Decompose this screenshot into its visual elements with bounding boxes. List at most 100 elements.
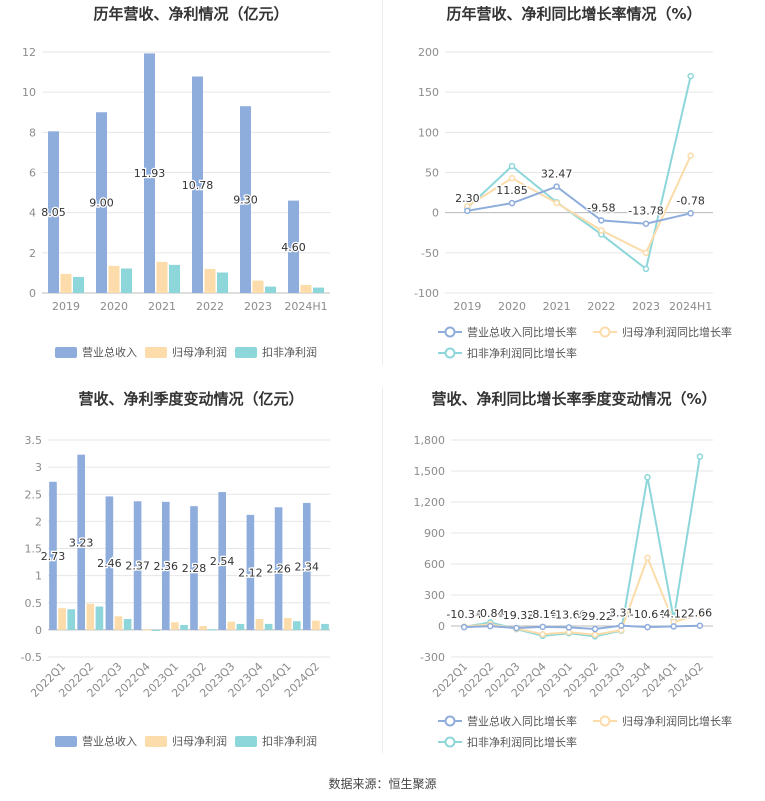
bar-deducted-profit	[264, 623, 273, 630]
x-tick-label: 2022	[196, 300, 224, 313]
y-tick-label: 1	[35, 570, 42, 583]
bar-revenue	[96, 112, 107, 293]
x-tick-label: 2023	[244, 300, 272, 313]
bar-deducted-profit	[67, 609, 76, 630]
y-tick-label: 0	[29, 287, 36, 300]
x-tick-label: 2021	[543, 300, 571, 313]
y-tick-label: -100	[414, 287, 439, 300]
bar-deducted-profit	[169, 264, 180, 293]
legend-label: 营业总收入同比增长率	[467, 714, 577, 728]
series-point	[644, 623, 651, 631]
data-label: 2.54	[210, 555, 235, 568]
legend-marker	[599, 326, 611, 338]
series-point	[598, 217, 605, 224]
data-label: 2.34	[295, 560, 320, 573]
series-line	[467, 185, 691, 225]
data-label: 8.05	[41, 206, 66, 219]
legend-label: 营业总收入同比增长率	[467, 325, 577, 339]
bar-revenue	[288, 200, 299, 293]
data-label: -13.69	[551, 608, 586, 621]
data-label: -0.78	[676, 194, 704, 207]
y-tick-label: 0	[438, 620, 445, 633]
bar-net-profit	[60, 273, 72, 293]
bar-deducted-profit	[293, 621, 301, 630]
y-tick-label: 600	[424, 558, 445, 571]
series-point	[618, 622, 625, 629]
bar-revenue	[144, 53, 155, 293]
data-label: 9.30	[233, 194, 258, 207]
series-point	[687, 210, 694, 217]
bar-deducted-profit	[265, 286, 276, 293]
bar-deducted-profit	[95, 606, 104, 630]
y-tick-label: 1,200	[414, 496, 446, 509]
series-point	[696, 622, 704, 629]
y-tick-label: 300	[424, 589, 445, 602]
y-tick-label: 1,800	[414, 434, 446, 447]
series-point	[642, 265, 650, 273]
x-tick-label: 2022	[587, 300, 615, 313]
legend-label: 扣非净利润	[262, 734, 317, 748]
chart-title: 营收、净利同比增长率季度变动情况（%）	[431, 390, 716, 408]
data-label: 2.73	[41, 550, 66, 563]
data-label: 11.93	[134, 167, 166, 180]
legend-swatch	[145, 736, 167, 747]
bar-revenue	[240, 106, 251, 293]
y-tick-label: 2	[35, 515, 42, 528]
series-point	[644, 554, 651, 562]
chart-title: 历年营收、净利情况（亿元）	[93, 5, 288, 23]
series-point	[642, 249, 650, 257]
legend-swatch	[55, 347, 77, 358]
legend-label: 扣非净利润	[262, 345, 317, 359]
legend-label: 营业总收入	[82, 734, 137, 748]
legend-label: 归母净利润同比增长率	[622, 325, 732, 339]
data-label: 2.37	[125, 560, 150, 573]
data-label: 2.30	[455, 192, 480, 205]
bar-deducted-profit	[236, 623, 245, 630]
bar-net-profit	[108, 265, 120, 293]
data-label: -19.32	[499, 609, 534, 622]
legend-marker	[444, 347, 456, 359]
bar-revenue	[190, 506, 198, 630]
legend-label: 归母净利润	[172, 345, 227, 359]
series-point	[591, 625, 599, 633]
y-tick-label: 4	[29, 207, 36, 220]
data-label: 9.00	[89, 197, 114, 210]
data-label: -29.22	[577, 610, 612, 623]
y-tick-label: 150	[418, 86, 439, 99]
series-point	[508, 162, 516, 170]
bar-net-profit	[171, 622, 179, 630]
data-label: 11.85	[496, 184, 528, 197]
bar-revenue	[77, 454, 85, 630]
bar-net-profit	[255, 619, 264, 630]
bar-revenue	[161, 501, 170, 630]
y-tick-label: 8	[29, 126, 36, 139]
x-tick-label: 2023	[632, 300, 660, 313]
bar-deducted-profit	[73, 276, 84, 293]
y-tick-label: 3	[35, 461, 42, 474]
data-label: -10.64	[630, 608, 665, 621]
data-label: -8.16	[528, 608, 556, 621]
series-point	[460, 623, 468, 631]
series-point	[565, 624, 573, 631]
x-tick-label: 2021	[148, 300, 176, 313]
series-point	[508, 174, 516, 182]
annual-revenue-profit-chart: 历年营收、净利情况（亿元） 0 2 4 6 8 10 12 2019 2020 2021 2022 20…	[0, 0, 382, 385]
bar-deducted-profit	[313, 287, 324, 293]
legend-label: 归母净利润	[172, 734, 227, 748]
annual-growth-rate-chart: 历年营收、净利同比增长率情况（%） -100 -50 0 50 100 150 200 2019…	[383, 0, 765, 385]
data-label: 2.28	[182, 562, 207, 575]
vertical-divider-top	[382, 0, 383, 365]
bar-revenue	[302, 502, 311, 630]
bar-revenue	[218, 492, 226, 630]
y-tick-label: 2.5	[25, 488, 43, 501]
legend-label: 归母净利润同比增长率	[622, 714, 732, 728]
bar-deducted-profit	[152, 629, 160, 631]
bar-net-profit	[142, 629, 151, 631]
legend-swatch	[235, 736, 257, 747]
data-label: 3.31	[609, 607, 634, 620]
legend-label: 扣非净利润同比增长率	[467, 735, 577, 749]
x-tick-label: 2020	[498, 300, 526, 313]
y-tick-label: 1,500	[414, 465, 446, 478]
x-tick-label: 2019	[52, 300, 80, 313]
series-point	[687, 72, 694, 80]
